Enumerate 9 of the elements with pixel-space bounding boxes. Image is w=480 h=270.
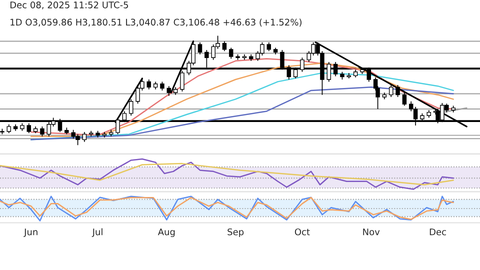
x-tick-label: Aug — [158, 228, 175, 238]
x-tick-label: Jul — [92, 228, 102, 237]
x-tick-label: Dec — [430, 228, 446, 236]
x-tick-label: Sep — [228, 228, 244, 238]
x-tick-label: Jun — [24, 228, 38, 237]
chart-title: 1D O3,059.86 H3,180.51 L3,040.87 C3,106.48 +46.63 (+1.52%) — [10, 18, 302, 27]
x-tick-label: Nov — [363, 228, 380, 236]
text: Dec 08, 2025 11:52 UTC-5 — [10, 2, 128, 10]
x-tick-label: Oct — [294, 228, 310, 236]
